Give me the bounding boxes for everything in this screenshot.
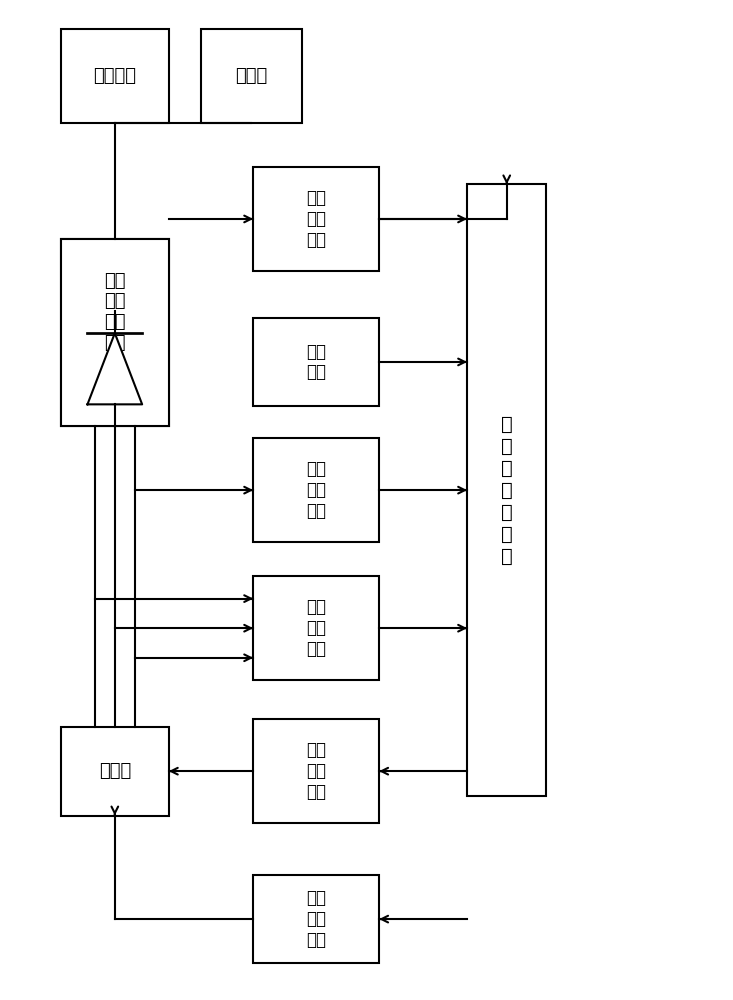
Bar (61, 239, 169, 426)
Text: 中
央
处
理
器
单
元: 中 央 处 理 器 单 元 (501, 415, 512, 566)
Bar (61, 727, 169, 816)
Text: 用户负载: 用户负载 (93, 67, 136, 85)
Text: 发动机: 发动机 (99, 762, 131, 780)
Bar (253, 576, 379, 680)
Bar (467, 184, 546, 796)
Bar (253, 438, 379, 542)
Text: 整流
单元: 整流 单元 (104, 272, 125, 310)
Text: 电流
采集
单元: 电流 采集 单元 (306, 460, 326, 520)
Bar (201, 29, 302, 123)
Bar (253, 719, 379, 823)
Bar (253, 318, 379, 406)
Polygon shape (87, 333, 142, 404)
Text: 电压
采集
单元: 电压 采集 单元 (306, 189, 326, 249)
Bar (61, 29, 169, 123)
Bar (253, 167, 379, 271)
Text: 转速
采集
单元: 转速 采集 单元 (306, 598, 326, 658)
Text: 启动
熄火
单元: 启动 熄火 单元 (306, 741, 326, 801)
Text: 整流
单元: 整流 单元 (104, 313, 125, 352)
Text: 油门
控制
单元: 油门 控制 单元 (306, 889, 326, 949)
Bar (61, 239, 169, 426)
Text: 蓄电池: 蓄电池 (235, 67, 268, 85)
Text: 保护
单元: 保护 单元 (306, 343, 326, 381)
Bar (253, 875, 379, 963)
